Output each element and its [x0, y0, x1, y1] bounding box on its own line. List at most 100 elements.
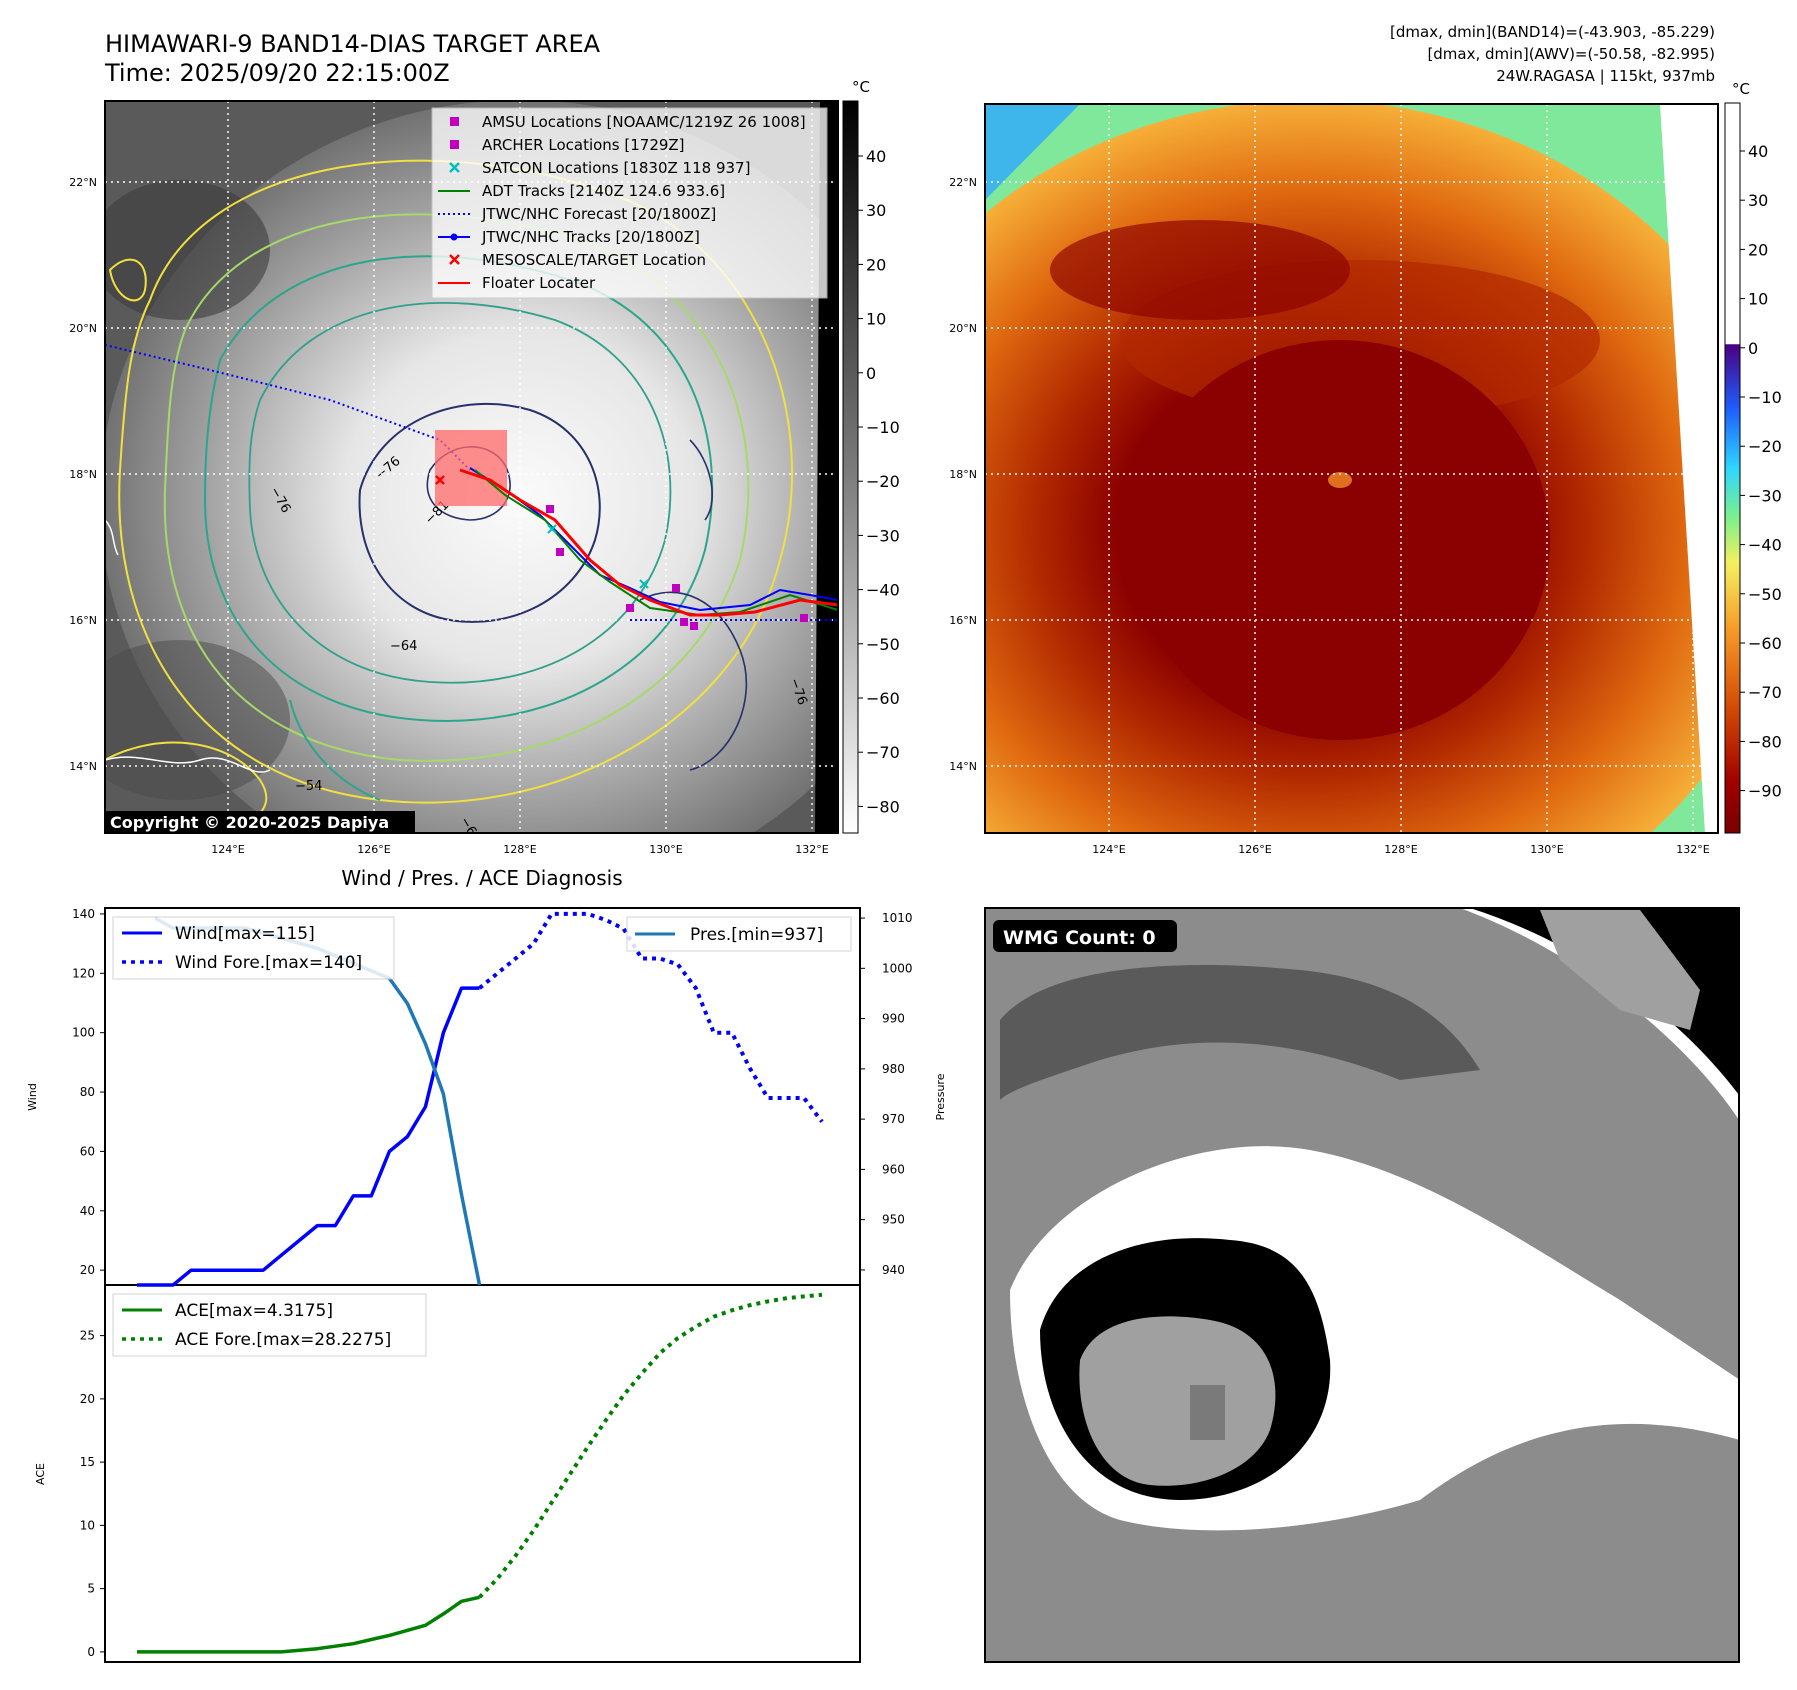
ace-legend	[112, 1293, 427, 1357]
ytick-label: 10	[80, 1518, 95, 1532]
lon-label: 124°E	[1092, 843, 1125, 856]
info-storm: 24W.RAGASA | 115kt, 937mb	[1496, 67, 1715, 85]
colorbar-tick-label: 30	[866, 201, 886, 220]
legend-item: AMSU Locations [NOAAMC/1219Z 26 1008]	[450, 113, 806, 131]
ytick-label: 20	[80, 1263, 95, 1277]
ytick-label: 60	[80, 1144, 95, 1158]
colorbar-tick-label: 0	[866, 364, 876, 383]
wind-ylabel: Wind	[26, 1083, 39, 1111]
pressure-ylabel: Pressure	[934, 1073, 947, 1120]
colorbar-tick-label: −70	[1748, 683, 1782, 702]
series-line	[137, 986, 480, 1287]
awv-core	[1130, 340, 1550, 740]
colorbar-tick-label: −60	[1748, 634, 1782, 653]
ir-dark-patch	[105, 180, 270, 320]
legend-label: JTWC/NHC Forecast [20/1800Z]	[481, 205, 716, 223]
wmg-dark-band	[1000, 965, 1480, 1100]
ytick-label: 120	[72, 966, 95, 980]
awv-colorbar-unit: °C	[1732, 80, 1750, 98]
colorbar-tick-label: 10	[866, 310, 886, 329]
legend-label: SATCON Locations [1830Z 118 937]	[482, 159, 750, 177]
series-line	[478, 911, 824, 1123]
lat-label: 16°N	[949, 614, 977, 627]
ytick-right-label: 970	[882, 1112, 905, 1126]
legend-label: JTWC/NHC Tracks [20/1800Z]	[481, 228, 700, 246]
awv-frame	[984, 103, 1719, 834]
diagnosis-title: Wind / Pres. / ACE Diagnosis	[341, 866, 622, 890]
colorbar-tick-label: −80	[1748, 732, 1782, 751]
series-line	[478, 1292, 823, 1599]
lon-label: 132°E	[795, 843, 828, 856]
ytick-label: 20	[80, 1392, 95, 1406]
colorbar-tick-label: −30	[1748, 486, 1782, 505]
diagnosis-panel: Wind / Pres. / ACE Diagnosis 20406080100…	[26, 866, 947, 1663]
coastline	[105, 519, 119, 556]
colorbar-tick-label: −10	[1748, 388, 1782, 407]
satcon-markers	[547, 524, 649, 589]
lon-label: 130°E	[649, 843, 682, 856]
lat-label: 20°N	[69, 322, 97, 335]
legend-dot-marker	[450, 233, 458, 241]
legend-x-marker	[449, 162, 460, 173]
figure-title: HIMAWARI-9 BAND14-DIAS TARGET AREA	[105, 30, 601, 58]
colorbar-tick-label: −60	[866, 689, 900, 708]
legend-item: JTWC/NHC Tracks [20/1800Z]	[438, 228, 700, 246]
legend-item: SATCON Locations [1830Z 118 937]	[449, 159, 750, 177]
legend-label: Floater Locater	[482, 274, 596, 292]
ytick-label: 40	[80, 1204, 95, 1218]
ytick-label: 80	[80, 1085, 95, 1099]
legend-box	[431, 107, 828, 299]
info-awv: [dmax, dmin](AWV)=(-50.58, -82.995)	[1427, 45, 1715, 63]
amsu-archer-markers	[546, 505, 808, 630]
lat-label: 14°N	[69, 760, 97, 773]
wmg-eye	[1079, 1316, 1276, 1486]
colorbar-tick-label: −80	[866, 797, 900, 816]
ytick-label: 100	[72, 1026, 95, 1040]
lat-label: 22°N	[69, 176, 97, 189]
contour-label: −64	[390, 639, 417, 654]
legend-square-marker	[450, 140, 459, 149]
ir-map-panel: −76 −81 −64 −54 −76 −76 −64	[69, 78, 900, 856]
contour-label: −54	[295, 779, 322, 794]
colorbar-tick-label: 20	[866, 255, 886, 274]
awv-gridlines	[985, 104, 1718, 833]
awv-colorbar	[1724, 102, 1741, 834]
lat-label: 22°N	[949, 176, 977, 189]
colorbar-tick-label: 10	[1748, 290, 1768, 309]
colorbar-tick-label: −50	[866, 635, 900, 654]
ytick-right-label: 950	[882, 1213, 905, 1227]
wmg-count-box	[993, 920, 1177, 952]
legend-wind: Wind[max=115]	[175, 924, 315, 944]
awv-band	[1050, 220, 1350, 320]
ace-ylabel: ACE	[34, 1463, 47, 1485]
lon-label: 126°E	[1238, 843, 1271, 856]
ir-colorbar	[842, 100, 859, 834]
colorbar-tick-label: −20	[1748, 437, 1782, 456]
colorbar-tick-label: −90	[1748, 782, 1782, 801]
legend-item: MESOSCALE/TARGET Location	[449, 251, 706, 269]
jtwc-track	[469, 467, 838, 612]
colorbar-tick-label: −20	[866, 472, 900, 491]
legend-x-marker	[449, 254, 460, 265]
copyright-text: Copyright © 2020-2025 Dapiya	[110, 813, 389, 832]
mesoscale-marker	[435, 475, 445, 485]
lat-label: 18°N	[949, 468, 977, 481]
awv-no-data-edge	[1660, 104, 1718, 833]
info-band14: [dmax, dmin](BAND14)=(-43.903, -85.229)	[1390, 23, 1715, 41]
ytick-right-label: 940	[882, 1263, 905, 1277]
colorbar-tick-label: −40	[866, 581, 900, 600]
awv-eye	[1328, 472, 1352, 488]
wmg-eye-core	[1190, 1385, 1225, 1440]
ytick-right-label: 1000	[882, 961, 913, 975]
series-line	[137, 1595, 480, 1654]
awv-map-panel: 22°N 20°N 18°N 16°N 14°N 124°E 126°E 128°E 130°…	[949, 80, 1782, 856]
legend-ace-fore: ACE Fore.[max=28.2275]	[175, 1330, 391, 1350]
lon-label: 130°E	[1530, 843, 1563, 856]
colorbar-tick-label: −40	[1748, 536, 1782, 555]
ytick-label: 140	[72, 907, 95, 921]
lon-label: 128°E	[503, 843, 536, 856]
lat-label: 14°N	[949, 760, 977, 773]
ytick-label: 0	[87, 1645, 95, 1659]
lon-label: 128°E	[1384, 843, 1417, 856]
